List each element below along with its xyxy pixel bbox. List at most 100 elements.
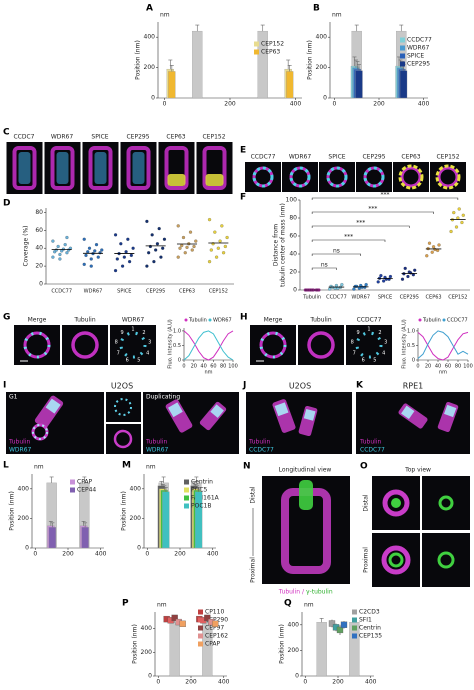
x-tick-label: 60 [445, 364, 451, 370]
panel-title: Top view [404, 467, 431, 474]
legend-swatch [198, 641, 203, 647]
image-tile [83, 142, 119, 194]
data-point [94, 243, 99, 247]
x-tick-label: 0 [156, 679, 160, 686]
orientation-label: Distal [250, 486, 257, 503]
data-point [51, 239, 55, 243]
x-tick-label: 100 [463, 364, 473, 370]
data-point [131, 246, 135, 250]
data-point [82, 262, 86, 266]
x-tick-label: 400 [290, 101, 302, 108]
y-tick-label: 1.0 [407, 328, 415, 334]
data-point [355, 284, 359, 288]
inset-label: G1 [9, 394, 18, 401]
y-tick-label: 0 [293, 287, 297, 294]
data-point [213, 230, 217, 234]
x-tick-label: 200 [185, 679, 197, 686]
data-point [96, 255, 100, 259]
stain-label: Tubulin [359, 439, 382, 446]
data-point [363, 285, 367, 289]
legend-label: CEP63 [261, 49, 280, 56]
legend-swatch [198, 609, 203, 615]
data-point [84, 253, 88, 257]
line [417, 331, 469, 361]
data-point [58, 257, 62, 261]
y-tick-label: 1.0 [173, 328, 181, 334]
significance-bracket [311, 239, 386, 242]
image-label: SPICE [328, 154, 345, 161]
y-axis-label: Position (nm) [135, 40, 142, 80]
image-label: CCDC77 [357, 317, 382, 324]
panel-e-images [245, 162, 466, 192]
data-point [456, 216, 460, 220]
orientation-label: Proximal [250, 557, 257, 583]
data-point [82, 237, 86, 241]
data-point [148, 244, 153, 249]
panel-n-images [252, 476, 350, 584]
data-point [178, 246, 182, 250]
ring-number: 7 [353, 351, 356, 357]
y-tick-label: 400 [316, 34, 328, 41]
orientation-label: Distal [363, 494, 370, 511]
legend-swatch [352, 625, 357, 631]
bar [194, 491, 203, 549]
data-point [403, 266, 407, 270]
x-tick-label: 0 [33, 551, 37, 558]
data-point [127, 260, 132, 264]
legend-label: CEP152 [261, 41, 284, 48]
data-point [176, 224, 180, 228]
image-bg [106, 392, 141, 422]
x-axis-label: nm [439, 370, 447, 376]
data-point [220, 224, 224, 228]
data-point [376, 280, 380, 284]
x-tick-label: 20 [191, 364, 197, 370]
y-tick-label: 0 [148, 673, 152, 680]
ring-number: 3 [384, 340, 387, 346]
x-tick-label: 0 [182, 364, 185, 370]
data-point [452, 211, 456, 215]
bar [355, 70, 363, 99]
data-point [427, 241, 432, 245]
inset-ring [114, 398, 132, 416]
image-label: Merge [28, 317, 47, 324]
stain-label: Tubulin [145, 439, 168, 446]
ring-number: 6 [362, 358, 365, 364]
legend-swatch [198, 617, 203, 623]
stain-label: WDR67 [9, 447, 32, 454]
legend-label: CPAP [77, 479, 93, 486]
legend-label: CEP290 [205, 617, 228, 624]
legend-swatch [254, 41, 259, 47]
y-tick-label: 0.5 [173, 343, 181, 349]
y-tick-label: 400 [288, 621, 300, 628]
x-tick-label: 40 [200, 364, 206, 370]
stain-label: CCDC77 [249, 447, 274, 454]
data-point [449, 229, 453, 234]
y-tick-label: 0 [137, 545, 141, 552]
legend-label: WDR67 [213, 318, 232, 324]
data-point [437, 243, 441, 247]
x-tick-label: 400 [95, 551, 107, 558]
legend-swatch [184, 495, 189, 501]
significance-bracket [311, 225, 410, 228]
significance-label: *** [368, 206, 377, 213]
panel-letter: N [243, 462, 251, 472]
bar [168, 71, 176, 99]
y-tick-label: 0 [323, 95, 327, 102]
data-point [154, 248, 158, 252]
panel-g-images [14, 325, 156, 365]
marker [336, 626, 344, 634]
y-tick-label: 200 [141, 649, 153, 656]
ring-number: 4 [382, 351, 385, 357]
inset-label: Duplicating [146, 394, 180, 401]
line [417, 330, 469, 359]
x-tick-label: 80 [220, 364, 226, 370]
panel-letter: J [242, 381, 246, 391]
data-point [58, 252, 62, 257]
legend-swatch [442, 318, 446, 322]
panel-letter: Q [284, 599, 292, 609]
x-tick-label: CEP295 [146, 289, 165, 295]
data-point [145, 219, 149, 224]
image-label: CCDC77 [251, 154, 276, 161]
gamma-tubulin-signal [299, 480, 313, 510]
